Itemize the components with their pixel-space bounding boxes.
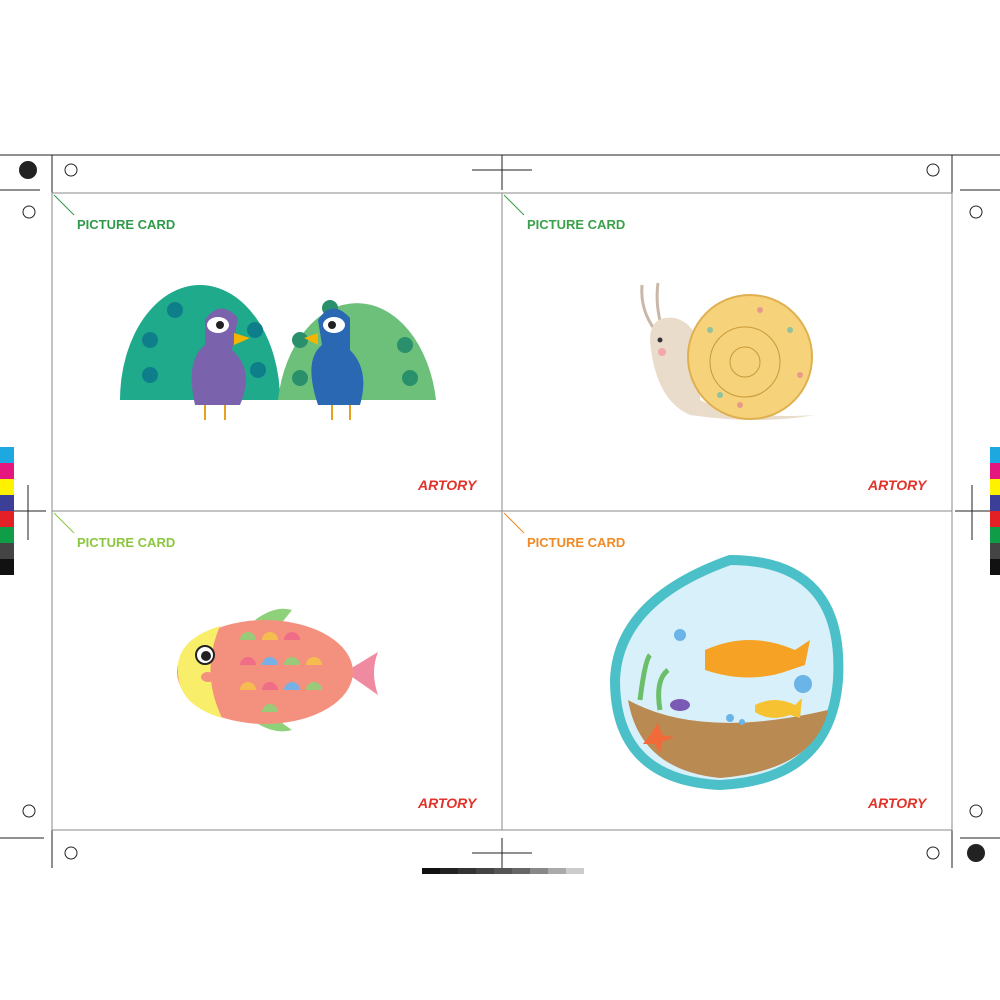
crop-marks [0, 154, 1000, 868]
peacock-illustration [120, 285, 436, 420]
card-label: PICTURE CARD [77, 217, 175, 232]
logo: ARTORY [417, 795, 478, 811]
corner-line [503, 194, 525, 216]
card: PICTURE CARD ARTORY [503, 194, 928, 493]
fish-illustration [177, 608, 378, 732]
logo: ARTORY [867, 477, 928, 493]
card-label: PICTURE CARD [77, 535, 175, 550]
logo: ARTORY [417, 477, 478, 493]
corner-line [503, 512, 525, 534]
card: PICTURE CARD ARTORY [503, 512, 928, 811]
card: PICTURE CARD ARTORY [53, 194, 478, 493]
snail-illustration [640, 282, 815, 420]
fishbowl-illustration [609, 554, 844, 791]
color-bar-left [0, 447, 14, 575]
card: PICTURE CARD ARTORY [53, 512, 478, 811]
corner-line [53, 512, 75, 534]
card-label: PICTURE CARD [527, 535, 625, 550]
registration-dot [967, 844, 985, 862]
registration-dot [19, 161, 37, 179]
color-bar-right [990, 447, 1000, 575]
card-frame [51, 192, 953, 831]
gray-scale-bar [422, 868, 584, 874]
corner-line [53, 194, 75, 216]
logo: ARTORY [867, 795, 928, 811]
card-label: PICTURE CARD [527, 217, 625, 232]
